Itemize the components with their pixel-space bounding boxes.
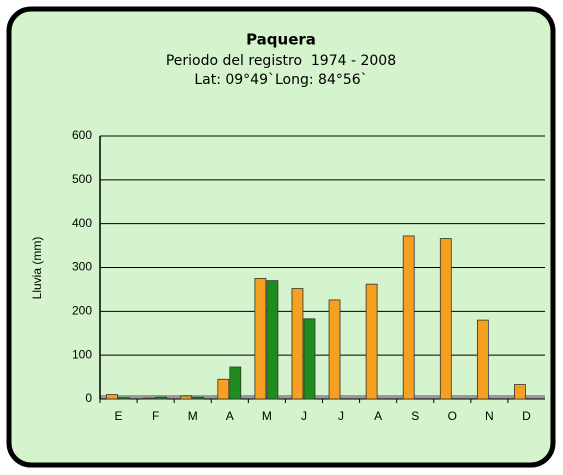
bar xyxy=(476,319,489,400)
plot-floor xyxy=(100,395,545,399)
y-tick-label: 100 xyxy=(72,347,92,361)
y-tick-label: 400 xyxy=(72,216,92,230)
bar xyxy=(254,278,267,400)
bar xyxy=(155,396,168,400)
x-tick-label: N xyxy=(485,409,494,423)
bar xyxy=(217,378,230,400)
x-tick-label: E xyxy=(115,409,123,423)
bar xyxy=(229,366,242,400)
x-tick-label: A xyxy=(374,409,382,423)
y-tick-label: 0 xyxy=(85,391,92,405)
bar xyxy=(328,299,341,400)
bar xyxy=(106,394,118,400)
x-tick-label: J xyxy=(301,409,307,423)
chart-subtitle: Lat: 09°49`Long: 84°56` xyxy=(194,72,367,88)
bar xyxy=(365,283,378,400)
bar xyxy=(118,397,130,400)
bar xyxy=(180,395,193,400)
x-tick-label: S xyxy=(411,409,419,423)
bar xyxy=(266,280,279,400)
chart-subtitle: Periodo del registro 1974 - 2008 xyxy=(166,53,396,69)
y-axis-label: Lluvia (mm) xyxy=(30,237,44,300)
x-tick-label: M xyxy=(188,409,198,423)
y-tick-label: 300 xyxy=(72,260,92,274)
x-tick-label: O xyxy=(448,409,457,423)
x-tick-label: M xyxy=(262,409,272,423)
chart-frame xyxy=(6,6,556,468)
bar xyxy=(291,288,304,400)
bar xyxy=(402,235,415,400)
bar xyxy=(192,396,205,400)
chart-title: Paquera xyxy=(246,31,316,49)
y-tick-label: 600 xyxy=(72,128,92,142)
x-tick-label: F xyxy=(152,409,159,423)
x-tick-label: J xyxy=(338,409,344,423)
bar xyxy=(514,384,526,400)
x-tick-label: A xyxy=(226,409,234,423)
y-tick-label: 200 xyxy=(72,304,92,318)
bar xyxy=(303,318,316,400)
y-tick-label: 500 xyxy=(72,172,92,186)
bar xyxy=(143,397,156,400)
x-tick-label: D xyxy=(522,409,531,423)
bar xyxy=(439,238,452,400)
